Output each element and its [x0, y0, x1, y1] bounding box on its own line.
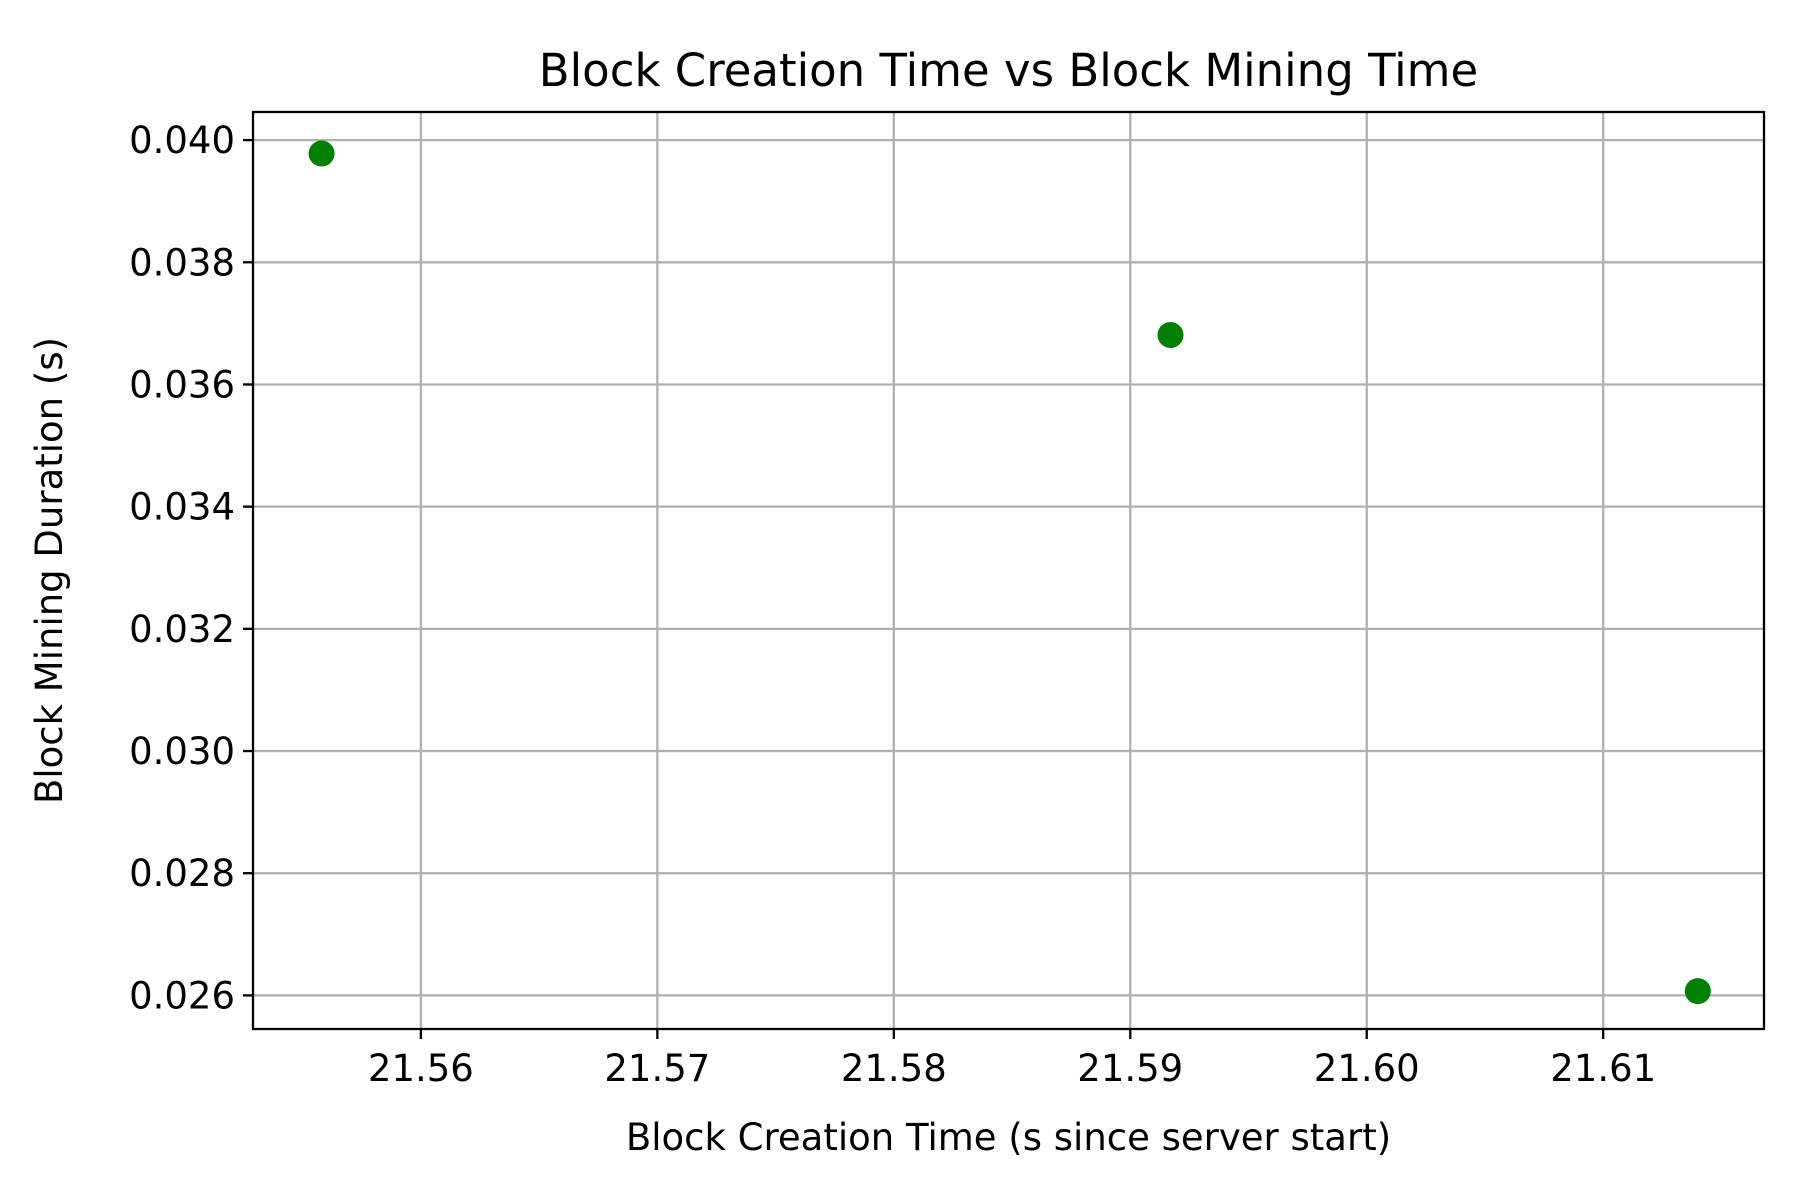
y-tick-label: 0.040: [129, 119, 235, 162]
y-tick-label: 0.036: [129, 363, 235, 406]
x-axis-title: Block Creation Time (s since server star…: [626, 1116, 1391, 1159]
x-tick-label: 21.61: [1550, 1047, 1656, 1090]
y-tick-label: 0.038: [129, 241, 235, 284]
data-point: [308, 140, 335, 167]
data-point: [1684, 978, 1711, 1005]
x-tick-label: 21.59: [1077, 1047, 1183, 1090]
chart-title: Block Creation Time vs Block Mining Time: [539, 44, 1478, 97]
data-points: [308, 140, 1711, 1005]
axis-ticks: 21.56 21.57 21.58 21.59 21.60 21.61 0.026 0.028…: [129, 119, 1656, 1090]
plot-area-frame: [251, 110, 1766, 1031]
y-tick-label: 0.028: [129, 852, 235, 895]
grid: [253, 112, 1764, 1029]
data-point: [1157, 321, 1184, 348]
x-tick-label: 21.57: [604, 1047, 710, 1090]
y-tick-label: 0.034: [129, 486, 235, 529]
y-tick-label: 0.030: [129, 730, 235, 773]
x-tick-label: 21.56: [368, 1047, 474, 1090]
x-tick-label: 21.60: [1314, 1047, 1420, 1090]
y-tick-label: 0.026: [129, 974, 235, 1017]
y-axis-title: Block Mining Duration (s): [28, 337, 71, 804]
y-tick-label: 0.032: [129, 608, 235, 651]
x-tick-label: 21.58: [841, 1047, 947, 1090]
